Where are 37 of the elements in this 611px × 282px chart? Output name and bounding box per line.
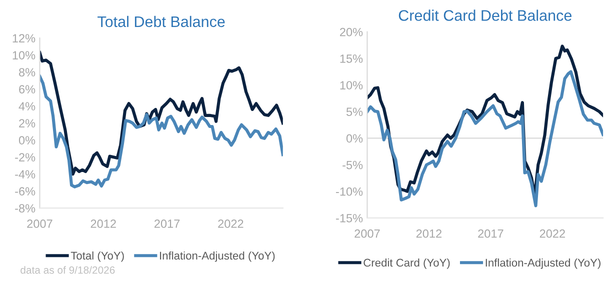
y-tick-label: -6%: [15, 187, 36, 196]
x-tick-label: 2007: [354, 229, 380, 238]
y-tick-label: 10%: [340, 81, 363, 90]
text: data as of 9/18/2026: [20, 266, 115, 274]
x-tick-label: 2017: [478, 229, 504, 238]
x-tick-label: 2012: [416, 229, 442, 238]
x-tick-label: 2022: [218, 220, 244, 228]
y-tick-label: 2%: [19, 119, 36, 128]
legend-label: Credit Card (YoY): [364, 258, 450, 269]
y-tick-label: 20%: [340, 28, 363, 36]
y-tick-label: -15%: [336, 214, 363, 222]
legend-label: Inflation-Adjusted (YoY): [160, 251, 275, 262]
y-tick-label: 8%: [19, 68, 36, 76]
y-tick-label: 12%: [12, 34, 36, 42]
x-tick-label: 2012: [90, 220, 116, 228]
y-tick-label: 15%: [340, 54, 363, 63]
y-tick-label: 0%: [18, 136, 36, 144]
y-tick-label: 5%: [346, 108, 363, 116]
y-tick-label: -10%: [336, 187, 363, 196]
y-tick-label: 10%: [12, 51, 36, 60]
y-tick-label: -5%: [342, 160, 363, 170]
line-series: [40, 74, 283, 188]
y-tick-label: -4%: [15, 170, 36, 178]
legend-label: Inflation-Adjusted (YoY): [486, 258, 600, 269]
y-tick-label: -8%: [15, 204, 36, 213]
y-tick-label: 4%: [18, 102, 36, 110]
chart-title: Total Debt Balance: [98, 16, 225, 28]
line-series: [367, 70, 604, 208]
legend-label: Total (YoY): [70, 251, 124, 262]
y-tick-label: 6%: [19, 85, 36, 94]
x-tick-label: 2017: [154, 220, 180, 228]
y-tick-label: -2%: [15, 153, 36, 162]
x-tick-label: 2022: [540, 229, 565, 238]
line-series: [40, 50, 283, 176]
x-tick-label: 2007: [27, 220, 52, 228]
y-tick-label: 0%: [346, 134, 363, 143]
chart-title: Credit Card Debt Balance: [398, 10, 572, 21]
